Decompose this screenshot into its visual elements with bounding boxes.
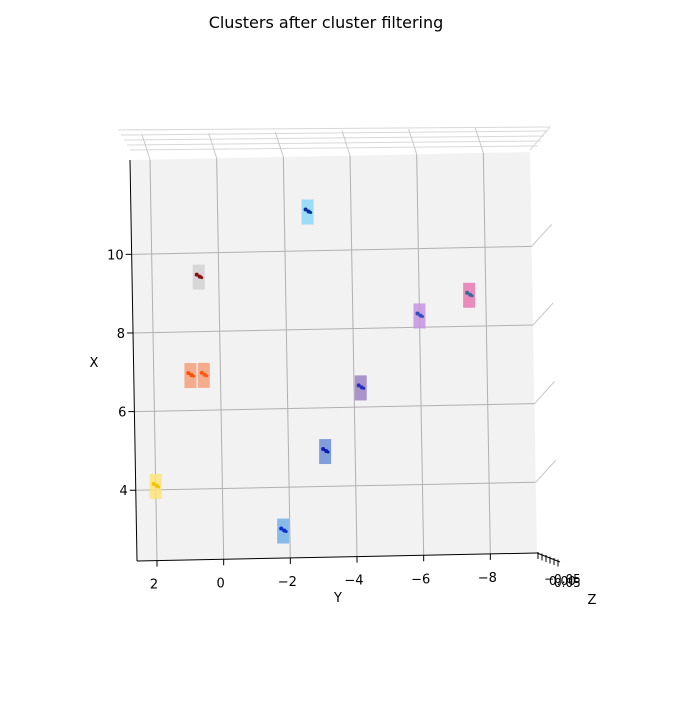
y-tick-label: −4 bbox=[344, 574, 363, 589]
x-tick-label: 8 bbox=[117, 327, 125, 342]
y-axis-line bbox=[136, 552, 538, 562]
y-ticks: 2 0 −2 −4 −6 −8 bbox=[150, 553, 497, 593]
cluster-point bbox=[356, 383, 361, 388]
y-tick-label: 0 bbox=[217, 576, 225, 591]
x-axis-line bbox=[129, 159, 138, 562]
x-tick-label: 4 bbox=[119, 484, 127, 499]
cluster-point bbox=[284, 530, 288, 534]
cluster bbox=[184, 363, 197, 389]
y-gridline bbox=[349, 155, 358, 557]
cluster-point bbox=[186, 371, 191, 376]
x-gridline-side bbox=[532, 302, 554, 326]
y-gridline-top bbox=[341, 130, 351, 156]
x-gridline bbox=[131, 245, 532, 255]
y-gridline bbox=[416, 154, 425, 556]
cluster-point bbox=[362, 386, 366, 390]
cluster bbox=[319, 439, 332, 465]
cluster bbox=[192, 264, 205, 290]
x-gridline-side bbox=[534, 381, 555, 404]
cluster-point bbox=[415, 311, 420, 316]
x-gridline bbox=[135, 481, 536, 491]
cluster-point bbox=[465, 290, 470, 295]
x-gridline-side bbox=[531, 224, 553, 247]
cluster-point bbox=[309, 211, 313, 215]
x-gridline bbox=[133, 324, 534, 334]
clusters bbox=[149, 199, 476, 544]
cluster bbox=[413, 303, 426, 329]
y-gridline-top bbox=[408, 129, 418, 155]
cluster-point bbox=[199, 370, 204, 375]
cluster-point bbox=[151, 481, 156, 486]
cluster bbox=[354, 375, 367, 401]
y-gridline-top bbox=[208, 133, 218, 159]
x-tick-label: 10 bbox=[107, 248, 124, 263]
cluster-point bbox=[470, 294, 474, 298]
z-axis-label: Z bbox=[588, 593, 597, 608]
z-tick-label: −0.05 bbox=[544, 572, 581, 586]
y-gridline-top bbox=[274, 131, 284, 158]
x-gridline-side bbox=[535, 459, 557, 483]
y-gridline bbox=[282, 156, 291, 558]
cluster bbox=[197, 362, 210, 388]
cluster-point bbox=[191, 374, 195, 378]
y-gridline bbox=[482, 152, 491, 554]
cluster bbox=[463, 282, 476, 308]
cluster bbox=[149, 473, 162, 499]
gridlines bbox=[131, 127, 557, 561]
axes bbox=[129, 159, 561, 563]
cluster-point bbox=[420, 314, 424, 318]
z-axis-line bbox=[536, 552, 561, 563]
y-tick-label: −8 bbox=[478, 571, 497, 586]
y-tick-label: 2 bbox=[150, 578, 158, 593]
y-tick-label: −6 bbox=[411, 572, 430, 587]
x-gridline bbox=[134, 403, 535, 413]
y-gridline-top bbox=[474, 127, 484, 154]
cluster-point bbox=[303, 207, 308, 212]
y-tick-label: −2 bbox=[278, 575, 297, 590]
x-ticks: 4 6 8 10 bbox=[107, 248, 136, 499]
y-axis-label: Y bbox=[333, 591, 342, 606]
cluster-point bbox=[200, 276, 204, 280]
z-tick-label: 0.00 bbox=[549, 574, 576, 588]
cluster-point bbox=[279, 526, 284, 531]
z-tick-label: 0.05 bbox=[554, 576, 581, 590]
z-axis-ribbon bbox=[117, 126, 551, 151]
cluster-point bbox=[321, 447, 326, 452]
cluster bbox=[301, 199, 314, 225]
cluster-point bbox=[205, 374, 209, 378]
x-axis-label: X bbox=[90, 356, 99, 371]
y-gridline-top bbox=[141, 134, 151, 160]
z-ticks: −0.050.000.05 bbox=[537, 552, 581, 590]
cluster-point bbox=[194, 272, 199, 277]
cluster bbox=[277, 518, 290, 544]
chart-title: Clusters after cluster filtering bbox=[209, 13, 444, 32]
back-pane bbox=[130, 152, 537, 561]
y-gridline bbox=[216, 158, 225, 560]
cluster-point bbox=[326, 450, 330, 454]
cluster-point bbox=[157, 485, 161, 489]
x-tick-label: 6 bbox=[118, 406, 126, 421]
